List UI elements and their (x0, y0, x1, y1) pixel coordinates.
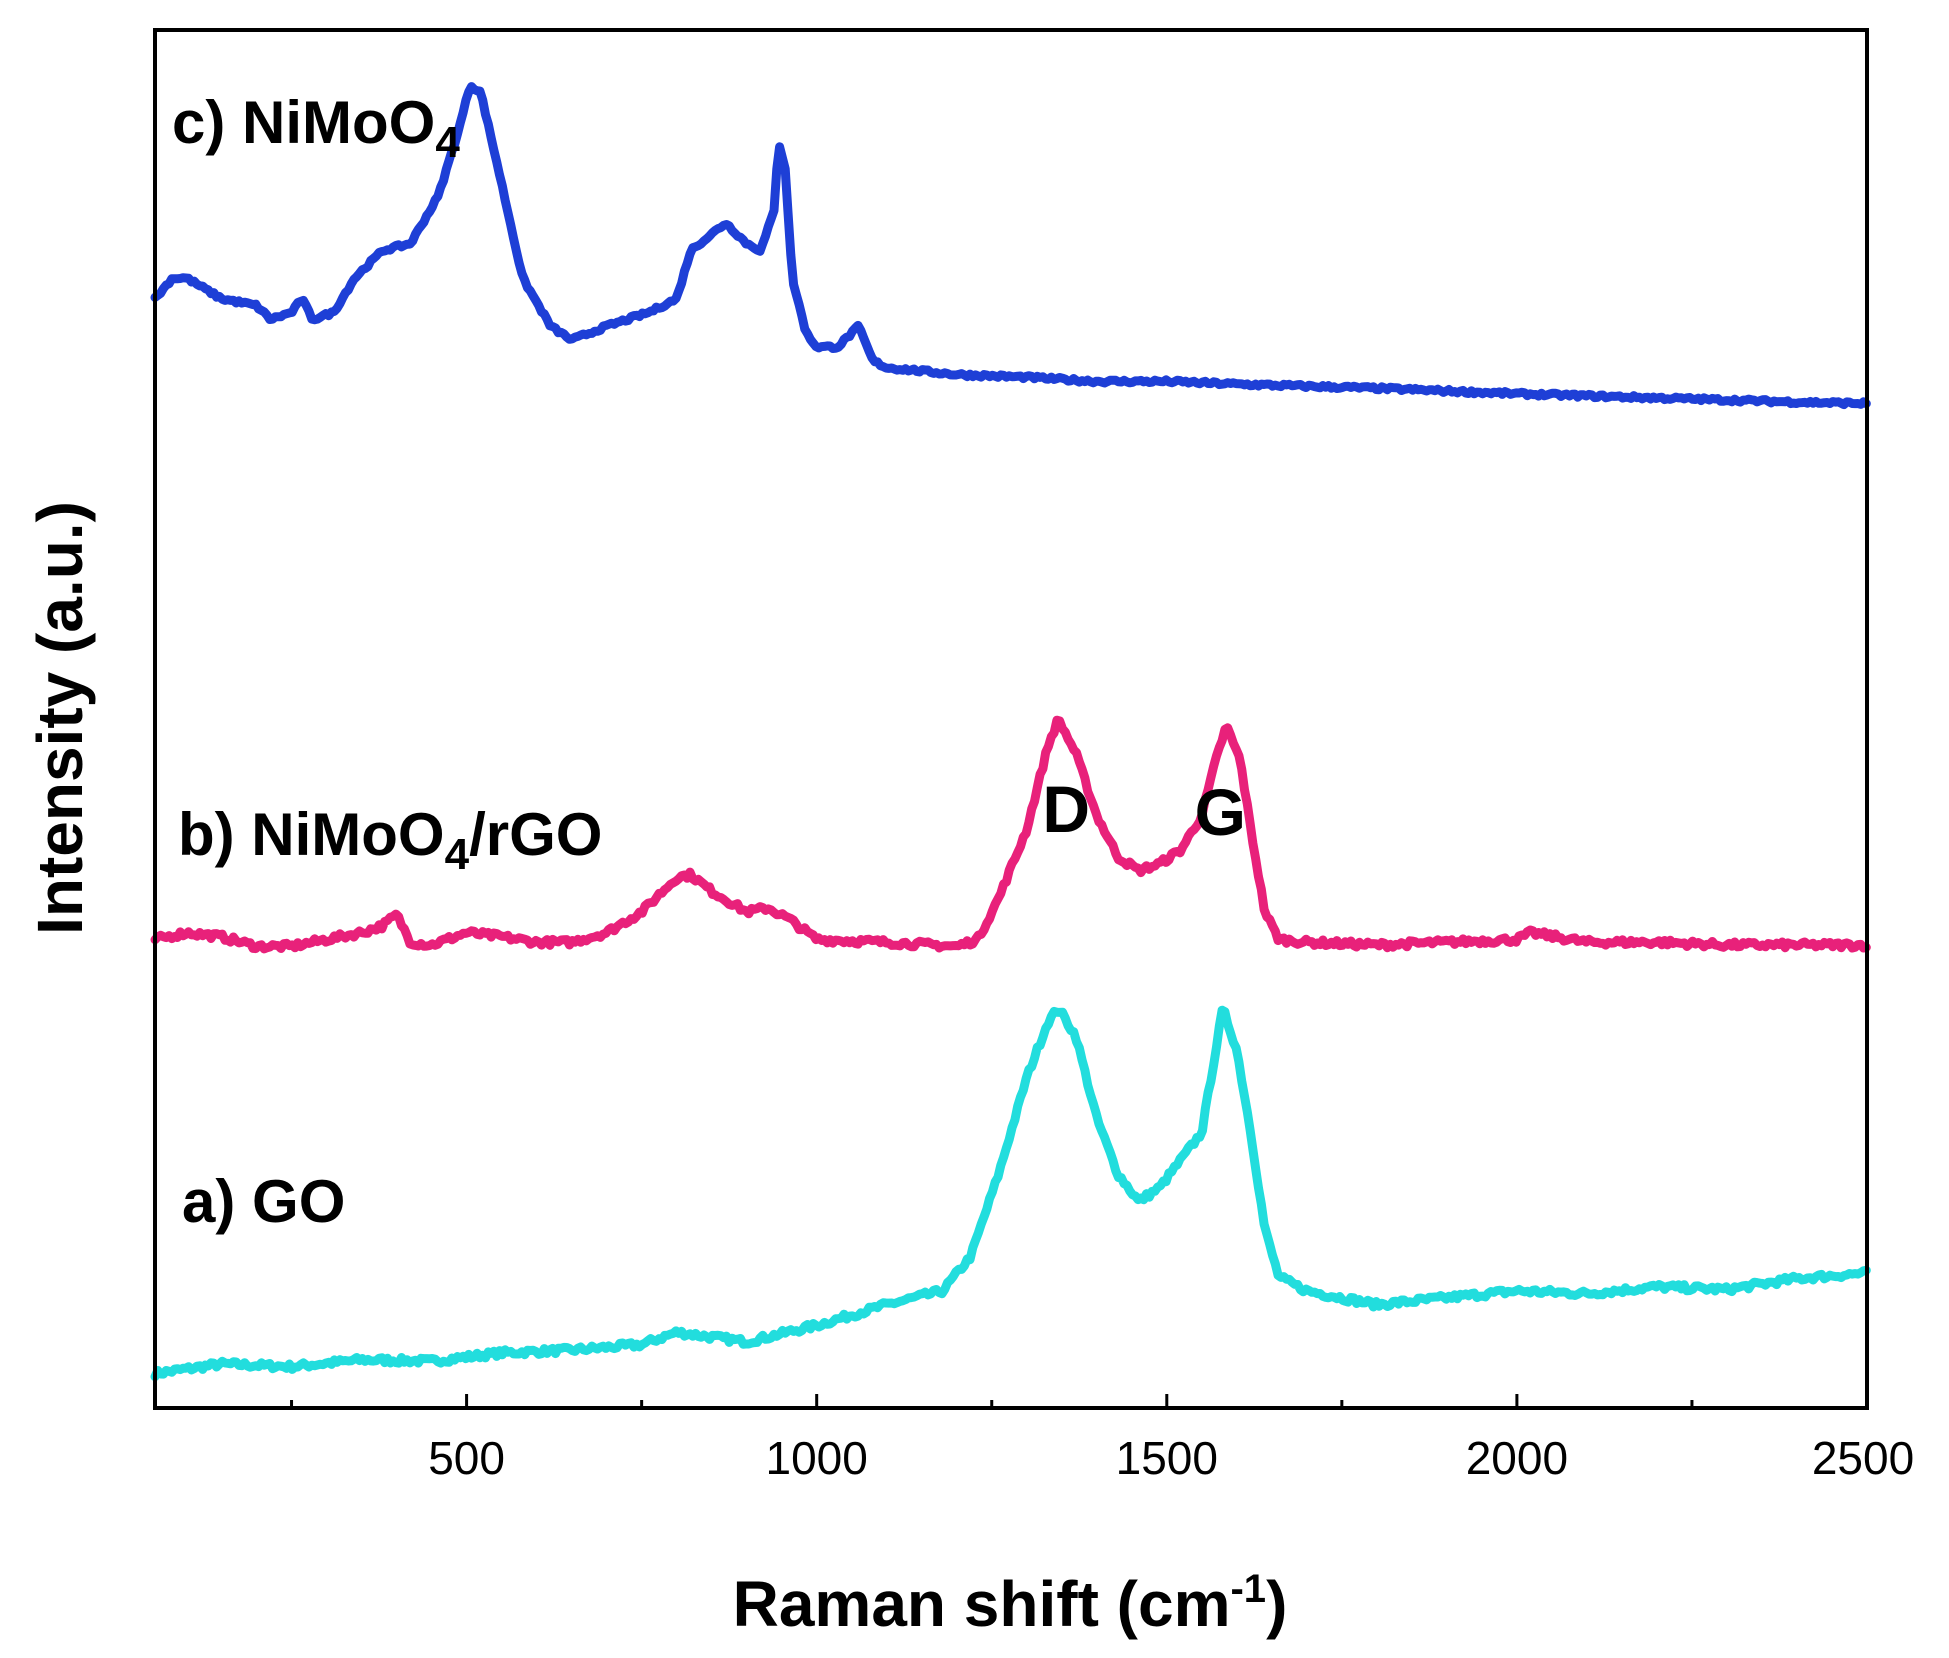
peak-label-d: D (1042, 772, 1090, 846)
series-label-nimoo4-rgo-main: b) NiMoO (178, 801, 445, 868)
x-tick-label-1000: 1000 (766, 1432, 868, 1484)
series-label-nimoo4-rgo-tail: /rGO (469, 801, 602, 868)
series-line-nimoo4-rgo (150, 715, 1871, 954)
x-tick-label-500: 500 (428, 1432, 505, 1484)
peak-label-g: G (1195, 775, 1246, 849)
x-axis-title-sup: -1 (1230, 1567, 1266, 1611)
series-line-go (150, 1005, 1871, 1382)
x-axis-title: Raman shift (cm-1) (733, 1567, 1288, 1640)
x-tick-label-2500: 2500 (1812, 1432, 1914, 1484)
series-label-nimoo4-sub: 4 (435, 118, 460, 167)
series-group (150, 82, 1871, 1382)
y-axis-title: Intensity (a.u.) (24, 501, 96, 935)
x-axis-title-close: ) (1266, 1568, 1287, 1640)
x-axis-ticks (290, 1394, 1869, 1408)
x-tick-label-1500: 1500 (1116, 1432, 1218, 1484)
series-label-nimoo4-rgo-sub: 4 (445, 830, 470, 879)
series-label-nimoo4-rgo: b) NiMoO4/rGO (178, 801, 602, 879)
plot-frame (153, 28, 1869, 1410)
series-line-nimoo4 (150, 82, 1871, 410)
series-label-nimoo4: c) NiMoO4 (172, 89, 460, 167)
x-axis-tick-labels: 500 1000 1500 2000 2500 (428, 1432, 1914, 1484)
series-label-nimoo4-main: c) NiMoO (172, 89, 435, 156)
x-tick-label-2000: 2000 (1466, 1432, 1568, 1484)
x-axis-title-main: Raman shift (cm (733, 1568, 1231, 1640)
series-label-go: a) GO (182, 1168, 345, 1235)
